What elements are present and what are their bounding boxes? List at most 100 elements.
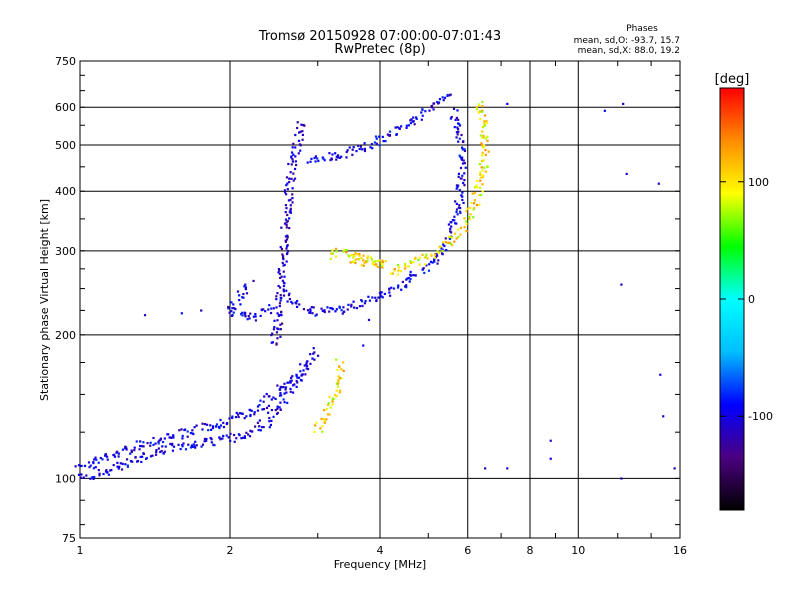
echo-point [155,449,158,452]
echo-point [414,256,417,259]
echo-point [113,455,117,458]
echo-point [362,254,365,257]
echo-point [293,383,296,386]
echo-point [227,436,230,439]
echo-point [323,409,326,412]
y-tick-label: 600 [55,101,76,114]
echo-point [337,375,340,378]
echo-point [360,300,364,303]
echo-point [139,440,142,443]
echo-point [370,258,374,261]
echo-point [288,217,291,220]
echo-point [82,476,85,479]
echo-point [212,443,215,446]
echo-point [230,301,233,304]
echo-point [461,162,465,165]
echo-point [151,454,154,457]
echo-point [105,455,109,458]
echo-point [301,138,304,141]
echo-point [286,213,289,217]
echo-point [319,427,322,430]
echo-point [104,453,107,456]
echo-point [93,458,96,461]
echo-point [351,256,355,259]
echo-point [313,156,316,160]
echo-point [273,319,276,322]
echo-point [403,264,407,267]
echo-point [233,307,236,310]
echo-point [377,135,381,138]
echo-point [241,296,244,299]
echo-point [107,473,110,476]
echo-point [252,279,255,283]
echo-point [422,267,425,270]
echo-point [80,464,83,468]
echo-point [305,367,308,370]
echo-point [139,444,142,448]
echo-point [312,352,315,355]
echo-point [297,376,301,379]
echo-point [201,422,204,425]
echo-point [345,150,348,154]
echo-point [417,258,420,262]
echo-point [455,116,458,120]
echo-point [350,253,353,257]
echo-point [620,477,623,480]
echo-point [345,248,348,252]
echo-point [479,134,482,137]
echo-point [482,166,485,169]
echo-point [270,398,273,401]
echo-point [340,155,343,158]
echo-point [210,428,213,431]
echo-point [299,363,302,366]
echo-point [290,300,293,304]
echo-point [295,373,298,376]
echo-point [484,153,487,157]
echo-point [351,148,354,151]
echo-point [461,146,464,149]
echo-point [368,299,372,302]
echo-point [295,163,298,167]
echo-point [383,292,386,296]
echo-point [254,425,257,428]
echo-point [101,458,104,461]
echo-point [284,240,287,243]
echo-point [312,306,315,309]
echo-point [362,264,365,267]
echo-point [423,256,427,259]
echo-point [279,296,282,300]
echo-point [305,361,308,364]
echo-point [284,218,288,221]
echo-point [396,264,400,267]
echo-point [335,358,338,361]
echo-point [279,299,282,302]
echo-point [270,408,274,412]
echo-point [286,244,289,247]
echo-point [420,111,423,114]
echo-point [311,312,314,315]
echo-point [181,445,184,448]
echo-point [483,120,486,123]
echo-point [337,156,340,159]
echo-point [87,461,91,464]
echo-point [395,133,398,136]
echo-point [481,190,484,193]
echo-point [284,388,287,391]
echo-point [314,155,318,158]
echo-point [435,100,439,104]
echo-point [253,411,256,414]
echo-point [460,177,463,180]
echo-point [92,467,95,470]
echo-point [286,188,289,191]
echo-point [163,437,166,440]
echo-point [245,431,248,434]
echo-point [283,222,287,225]
echo-point [280,226,283,229]
echo-point [445,248,448,252]
echo-point [320,417,323,421]
echo-point [396,126,399,129]
colorbar-tick-label: 0 [748,293,755,306]
echo-point [94,456,97,459]
echo-point [549,457,552,460]
echo-point [398,127,401,130]
